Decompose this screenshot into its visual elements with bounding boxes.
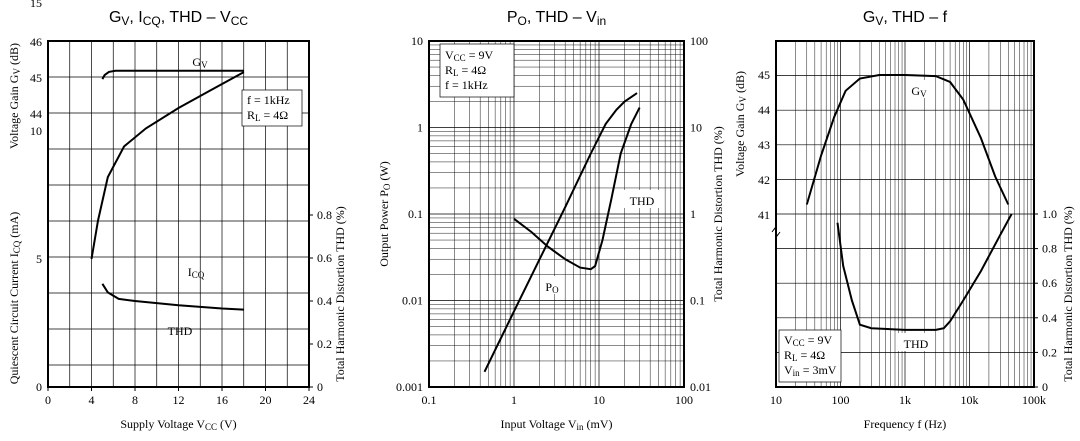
- gain-tick-label: 44: [30, 107, 42, 121]
- thd-tick-label: 0.2: [1042, 345, 1057, 359]
- x-tick-label: 0.1: [422, 393, 437, 407]
- thd-label-bg: [898, 333, 934, 351]
- gain-series-label: GV: [911, 84, 927, 99]
- thd-tick-label: 0.4: [317, 294, 332, 308]
- thd-tick-label: 0.6: [317, 251, 332, 265]
- thd-curve: [513, 107, 641, 271]
- gain-tick-label: 46: [30, 35, 42, 49]
- x-axis-label: Input Voltage Vin (mV): [500, 417, 612, 432]
- chart-power-thd-vs-vin: PO, THD – Vin 0.1 1 10 100 Input Voltage Vin …: [377, 9, 725, 432]
- x-tick-label: 4: [89, 393, 95, 407]
- x-tick-label: 100: [832, 393, 850, 407]
- gain-tick-label: 42: [758, 173, 770, 187]
- current-tick-label: 10: [30, 124, 42, 138]
- thd-axis-label: Total Harmonic Distortion THD (%): [333, 206, 347, 382]
- gain-tick-label: 45: [758, 68, 770, 82]
- thd-tick-label: 0: [317, 380, 323, 394]
- x-axis-label: Frequency f (Hz): [864, 417, 947, 431]
- chart-title: PO, THD – Vin: [507, 9, 606, 28]
- current-curve: [90, 71, 245, 260]
- conditions-box: [439, 43, 515, 98]
- plot-frame: [428, 40, 685, 388]
- x-tick-label: 1k: [899, 393, 911, 407]
- thd-tick-label: 0.8: [317, 208, 332, 222]
- gain-series-label: GV: [192, 55, 208, 70]
- x-tick-label: 12: [173, 393, 185, 407]
- thd-tick-label: 0: [1042, 380, 1048, 394]
- condition-text: RL = 4Ω: [247, 108, 288, 123]
- axis-break-mark: [771, 226, 781, 238]
- gain-curve: [101, 69, 244, 80]
- thd-label-bg: [622, 190, 662, 208]
- power-curve: [483, 92, 638, 373]
- chart-gain-current-thd-vs-vcc: GV, ICQ, THD – VCC 0 4 8 12 16 20 24 Supply Volt…: [7, 0, 347, 432]
- condition-text: f = 1kHz: [247, 93, 290, 107]
- power-tick-label: 10: [411, 34, 423, 48]
- current-tick-label: 5: [36, 252, 42, 266]
- thd-tick-label: 0.8: [1042, 242, 1057, 256]
- x-axis-label: Supply Voltage VCC (V): [120, 417, 236, 432]
- x-tick-label: 0: [45, 393, 51, 407]
- x-tick-label: 16: [216, 393, 228, 407]
- conditions-box: [241, 89, 303, 127]
- power-tick-label: 1: [417, 121, 423, 135]
- gain-tick-label: 43: [758, 138, 770, 152]
- conditions-box: [778, 329, 842, 383]
- thd-axis-label: Total Harmonic Distortion THD (%): [711, 126, 725, 302]
- thd-tick-label: 1.0: [1042, 207, 1057, 221]
- x-tick-label: 10k: [961, 393, 979, 407]
- thd-tick-label: 10: [690, 121, 702, 135]
- x-tick-label: 24: [303, 393, 315, 407]
- thd-tick-label: 0.01: [690, 380, 711, 394]
- condition-text: RL = 4Ω: [784, 348, 825, 363]
- power-series-label: PO: [545, 280, 559, 295]
- thd-axis-label: Total Harmonic Distortion THD (%): [1061, 206, 1075, 382]
- thd-tick-label: 1: [690, 207, 696, 221]
- current-tick-label: 15: [30, 0, 42, 10]
- gain-label-bg: [906, 80, 932, 98]
- x-tick-label: 1: [511, 393, 517, 407]
- thd-tick-label: 100: [690, 34, 708, 48]
- x-tick-label: 100k: [1022, 393, 1046, 407]
- gain-tick-label: 45: [30, 71, 42, 85]
- condition-text: VCC = 9V: [445, 48, 493, 63]
- current-series-label: ICQ: [188, 265, 205, 280]
- thd-series-label: THD: [904, 337, 929, 351]
- current-axis-label: Quiescent Circuit Current ICQ (mA): [7, 212, 22, 384]
- power-axis-label: Output Power PO (W): [377, 161, 392, 267]
- current-tick-label: 0: [36, 380, 42, 394]
- thd-series-label: THD: [630, 194, 655, 208]
- thd-series-label: THD: [168, 324, 193, 338]
- gain-axis-label: Voltage Gain GV (dB): [733, 71, 748, 177]
- power-tick-label: 0.01: [402, 294, 423, 308]
- power-label-bg: [540, 276, 564, 294]
- x-tick-label: 8: [132, 393, 138, 407]
- condition-text: Vin = 3mV: [784, 363, 837, 378]
- gain-curve: [805, 74, 1010, 205]
- thd-tick-label: 0.2: [317, 337, 332, 351]
- thd-tick-label: 0.1: [690, 294, 705, 308]
- chart-title: GV, ICQ, THD – VCC: [109, 9, 248, 28]
- thd-tick-label: 0.6: [1042, 276, 1057, 290]
- x-tick-label: 100: [675, 393, 693, 407]
- condition-text: RL = 4Ω: [445, 63, 486, 78]
- gain-axis-label: Voltage Gain GV (dB): [7, 43, 22, 149]
- power-tick-label: 0.001: [396, 380, 423, 394]
- chart-gain-thd-vs-frequency: GV, THD – f 10 100 1k 10k 100k Frequency f (Hz…: [733, 9, 1075, 431]
- power-tick-label: 0.1: [408, 207, 423, 221]
- x-tick-label: 10: [593, 393, 605, 407]
- gain-tick-label: 41: [758, 208, 770, 222]
- condition-text: VCC = 9V: [784, 333, 832, 348]
- condition-text: f = 1kHz: [445, 78, 488, 92]
- thd-curve: [836, 213, 1013, 331]
- thd-curve: [101, 283, 244, 311]
- x-tick-label: 10: [770, 393, 782, 407]
- x-tick-label: 20: [260, 393, 272, 407]
- thd-tick-label: 0.4: [1042, 311, 1057, 325]
- gain-tick-label: 44: [758, 103, 770, 117]
- chart-title: GV, THD – f: [863, 9, 948, 28]
